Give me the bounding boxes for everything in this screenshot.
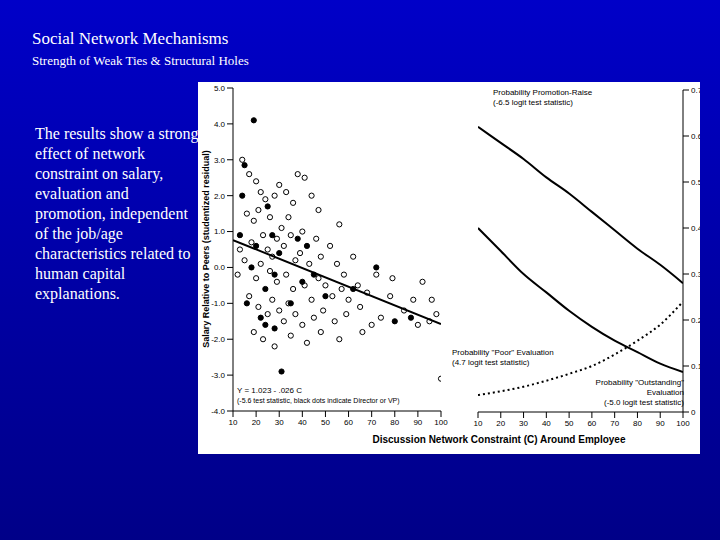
svg-text:0.5: 0.5 [691,178,700,187]
svg-text:50: 50 [321,418,330,427]
svg-text:10: 10 [229,418,238,427]
svg-text:0.7: 0.7 [691,86,700,95]
svg-text:4.0: 4.0 [214,120,226,129]
html-text:Probability "Poor" Evaluation: Probability "Poor" Evaluation [452,348,554,357]
html-text:(4.7 logit test statistic): (4.7 logit test statistic) [452,358,530,367]
svg-text:40: 40 [542,419,551,428]
svg-text:0.3: 0.3 [691,270,700,279]
html-text:Strength of Weak Ties & Struct: Strength of Weak Ties & Structural Holes [32,53,249,68]
svg-text:100: 100 [676,419,690,428]
svg-text:70: 70 [367,418,376,427]
svg-text:-1.0: -1.0 [211,299,225,308]
svg-text:0.6: 0.6 [691,132,700,141]
svg-text:60: 60 [587,419,596,428]
html-text:Discussion Network Constraint: Discussion Network Constraint (C) Around… [372,434,626,445]
svg-text:-2.0: -2.0 [211,335,225,344]
svg-text:0.0: 0.0 [214,263,226,272]
svg-text:5.0: 5.0 [214,84,226,93]
svg-text:90: 90 [413,418,422,427]
svg-text:60: 60 [344,418,353,427]
html-text:Social Network Mechanisms: Social Network Mechanisms [32,29,229,48]
svg-text:-4.0: -4.0 [211,407,225,416]
html-text:(-5.6 test statistic, black do: (-5.6 test statistic, black dots indicat… [237,397,400,404]
html-text:(-6.5 logit test statistic): (-6.5 logit test statistic) [493,98,573,107]
svg-text:1.0: 1.0 [214,227,226,236]
html-text:Probability Promotion-Raise: Probability Promotion-Raise [493,88,593,97]
svg-text:90: 90 [656,419,665,428]
svg-text:30: 30 [519,419,528,428]
svg-text:70: 70 [610,419,619,428]
svg-text:3.0: 3.0 [214,156,226,165]
svg-text:40: 40 [298,418,307,427]
svg-text:10: 10 [474,419,483,428]
html-text:Y = 1.023 - .026 C: Y = 1.023 - .026 C [237,386,302,395]
svg-text:50: 50 [565,419,574,428]
svg-text:2.0: 2.0 [214,192,226,201]
svg-text:80: 80 [633,419,642,428]
html-text:(-5.0 logit test statistic): (-5.0 logit test statistic) [604,398,684,407]
svg-text:0: 0 [691,408,696,417]
svg-text:-3.0: -3.0 [211,371,225,380]
svg-text:100: 100 [434,418,448,427]
html-text:Salary Relative to Peers (stud: Salary Relative to Peers (studentized re… [201,150,211,348]
svg-text:0.4: 0.4 [691,224,700,233]
html-text:The results show a strong effe: The results show a strong effect of netw… [35,125,199,302]
svg-text:20: 20 [252,418,261,427]
svg-text:0.2: 0.2 [691,316,700,325]
svg-text:20: 20 [496,419,505,428]
svg-text:80: 80 [390,418,399,427]
html-text:Probability "Outstanding" Eval: Probability "Outstanding" Evaluation [595,378,684,397]
svg-text:30: 30 [275,418,284,427]
svg-text:0.1: 0.1 [691,362,700,371]
